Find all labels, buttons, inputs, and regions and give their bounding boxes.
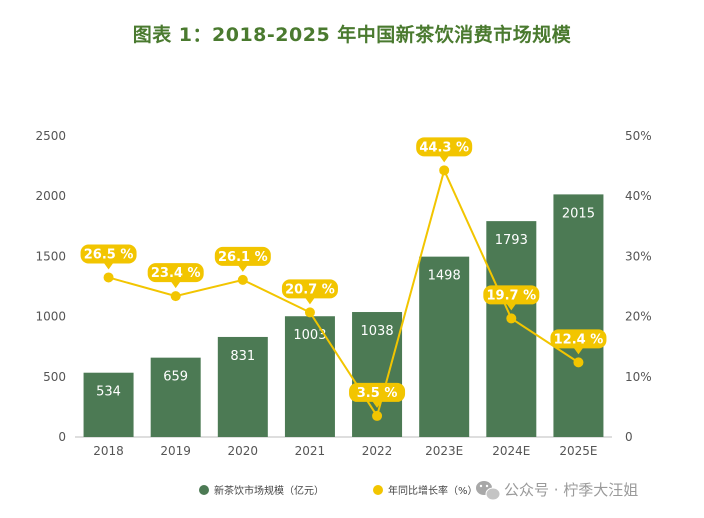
growth-rate-point [237,274,248,285]
y-left-tick-label: 2500 [35,129,66,143]
rate-label-text: 23.4 % [151,266,201,281]
rate-label-pointer [237,264,248,272]
growth-rate-point [372,410,383,421]
bar-value-label: 1793 [495,233,528,248]
bar-value-label: 659 [163,370,188,385]
x-tick-label: 2020 [228,444,259,458]
watermark: 公众号 · 柠季大汪姐 [476,481,638,501]
rate-label-bubble: 19.7 % [483,285,540,311]
growth-rate-point [573,357,584,368]
rate-label-pointer [439,155,450,163]
growth-rate-point [103,272,114,283]
x-axis: 2018 2019 2020 2021 2022 2023E 2024E 2025E [93,444,597,458]
watermark-text: 公众号 · 柠季大汪姐 [504,481,638,499]
rate-label-text: 26.1 % [218,250,268,265]
rate-label-bubble: 20.7 % [281,279,338,305]
rate-label-pointer [506,303,517,311]
y-right-tick-label: 50% [625,129,652,143]
left-axis: 0 500 1000 1500 2000 2500 [35,129,66,444]
legend: 新茶饮市场规模（亿元） 年同比增长率（%） [199,484,478,497]
rate-label-bubble: 26.1 % [214,246,271,272]
y-left-tick-label: 1500 [35,249,66,263]
wechat-icon [476,481,501,501]
y-right-tick-label: 0 [625,430,633,444]
y-left-tick-label: 2000 [35,189,66,203]
rate-label-text: 26.5 % [84,247,134,262]
growth-rate-point [506,313,517,324]
bar-value-label: 1498 [428,269,461,284]
rate-label-box [214,246,271,266]
growth-rate-point [304,307,315,318]
bar [150,357,201,437]
y-right-tick-label: 20% [625,310,652,324]
x-tick-label: 2022 [362,444,393,458]
bar [83,372,134,437]
y-right-tick-label: 30% [625,249,652,263]
rate-label-pointer [573,347,584,355]
bar-value-label: 1003 [293,328,326,343]
rate-label-box [281,279,338,299]
bar-series: 534 659 831 1003 1038 1498 1793 2015 [83,194,604,437]
rate-label-bubble: 44.3 % [416,137,473,163]
rate-label-box [147,263,204,283]
rate-label-pointer [372,400,383,408]
x-tick-label: 2023E [425,444,463,458]
growth-rate-point [439,165,450,176]
y-left-tick-label: 1000 [35,310,66,324]
bar [217,336,268,437]
rate-label-box [483,285,540,305]
y-left-tick-label: 0 [58,430,66,444]
rate-label-bubble: 3.5 % [349,382,406,408]
rate-label-bubble: 26.5 % [80,244,137,270]
y-right-tick-label: 10% [625,370,652,384]
x-tick-label: 2021 [295,444,326,458]
rate-label-box [550,329,607,349]
bar-value-label: 831 [230,349,255,364]
y-left-tick-label: 500 [43,370,66,384]
rate-label-text: 12.4 % [554,332,604,347]
rate-label-box [80,244,137,264]
rate-label-box [349,382,406,402]
bar [419,256,470,437]
growth-rate-point [170,291,181,302]
rate-label-box [416,137,473,157]
bar [553,194,604,437]
x-tick-label: 2018 [93,444,124,458]
x-tick-label: 2019 [160,444,191,458]
rate-label-text: 44.3 % [419,140,469,155]
rate-label-text: 20.7 % [285,282,335,297]
bar-value-label: 1038 [361,324,394,339]
x-tick-label: 2025E [559,444,597,458]
chart-title: 图表 1：2018-2025 年中国新茶饮消费市场规模 [132,24,572,46]
rate-label-text: 3.5 % [357,386,398,401]
rate-label-text: 19.7 % [486,288,536,303]
legend-line-label: 年同比增长率（%） [388,484,478,497]
bar-value-label: 534 [96,385,121,400]
x-tick-label: 2024E [492,444,530,458]
rate-label-pointer [170,281,181,289]
legend-line-marker [373,485,383,495]
right-axis: 0 10% 20% 30% 40% 50% [625,129,652,444]
rate-label-pointer [304,297,315,305]
y-right-tick-label: 40% [625,189,652,203]
rate-label-bubble: 23.4 % [147,263,204,289]
legend-bar-label: 新茶饮市场规模（亿元） [214,484,324,497]
line-series: 26.5 % 23.4 % 26.1 % 20.7 % 3.5 % 44.3 % 19.7 … [80,137,607,421]
bar-value-label: 2015 [562,206,595,221]
rate-label-pointer [103,262,114,270]
rate-label-bubble: 12.4 % [550,329,607,355]
legend-bar-marker [199,485,209,495]
